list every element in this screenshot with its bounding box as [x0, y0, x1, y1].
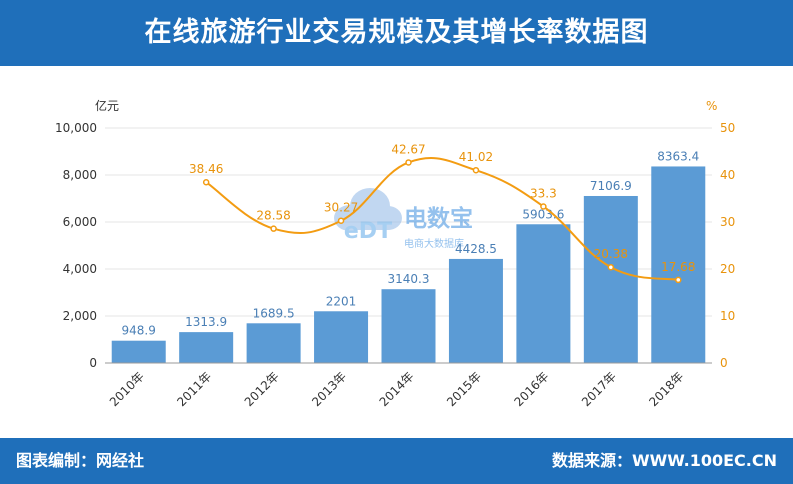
line-data-label: 20.38: [594, 247, 628, 261]
y-left-tick-label: 0: [89, 356, 97, 370]
line-point: [270, 225, 277, 232]
y-left-tick-label: 8,000: [63, 168, 97, 182]
line-data-label: 33.3: [530, 186, 557, 200]
page-title: 在线旅游行业交易规模及其增长率数据图: [144, 17, 649, 48]
bar-data-label: 1313.9: [185, 315, 227, 329]
bar: [314, 311, 369, 363]
header-bar: 在线旅游行业交易规模及其增长率数据图: [0, 0, 793, 66]
watermark-brand: 电数宝: [404, 205, 473, 232]
footer-source: 数据来源：WWW.100EC.CN: [551, 451, 777, 470]
bar-data-label: 4428.5: [455, 242, 497, 256]
x-tick-label: 2013年: [309, 369, 349, 409]
bar-series: [111, 166, 706, 363]
y-right-tick-label: 0: [720, 356, 728, 370]
line-data-label: 30.27: [324, 201, 358, 215]
bar: [651, 166, 706, 363]
y-left-tick-label: 4,000: [63, 262, 97, 276]
cloud-logo-icon: [334, 188, 402, 231]
combo-chart: eDT 电数宝 电商大数据库 948.9 1313.9 1689.5 2201 3140…: [55, 98, 735, 409]
y-left-unit: 亿元: [95, 98, 119, 113]
line-data-label: 17.68: [661, 260, 695, 274]
line-point: [337, 217, 345, 224]
y-right-tick-label: 40: [720, 168, 735, 182]
y-right-tick-label: 30: [720, 215, 735, 229]
bar-data-label: 948.9: [122, 324, 156, 338]
bar: [516, 224, 571, 363]
chart-area: eDT 电数宝 电商大数据库 948.9 1313.9 1689.5 2201 3140…: [0, 66, 793, 438]
x-tick-label: 2017年: [579, 369, 619, 409]
watermark-logo-text: eDT: [344, 219, 392, 244]
bar: [111, 340, 166, 363]
footer-credit: 图表编制：网经社: [16, 451, 145, 470]
y-left-tick-label: 10,000: [55, 121, 97, 135]
bar-data-label: 7106.9: [590, 179, 632, 193]
bar-data-label: 3140.3: [388, 272, 430, 286]
x-tick-label: 2012年: [242, 369, 282, 409]
x-tick-label: 2018年: [646, 369, 686, 409]
line-data-label: 28.58: [256, 209, 290, 223]
watermark: eDT 电数宝 电商大数据库: [334, 188, 473, 250]
x-tick-label: 2016年: [512, 369, 552, 409]
line-series: 38.46 28.58 30.27 42.67 41.02 33.3 20.38 17.68: [189, 142, 695, 284]
x-tick-label: 2014年: [377, 369, 417, 409]
y-left-tick-label: 6,000: [63, 215, 97, 229]
bar-data-label: 2201: [326, 294, 357, 308]
y-right-tick-label: 10: [720, 309, 735, 323]
y-left-tick-label: 2,000: [63, 309, 97, 323]
bar: [246, 323, 301, 363]
y-right-tick-label: 50: [720, 121, 735, 135]
line-point: [405, 159, 412, 166]
footer-bar: 图表编制：网经社 数据来源：WWW.100EC.CN: [0, 438, 793, 484]
y-right-unit: %: [706, 99, 717, 113]
bar-data-labels: 948.9 1313.9 1689.5 2201 3140.3 4428.5 5903.6 7…: [122, 149, 700, 337]
line-data-label: 38.46: [189, 162, 223, 176]
x-tick-label: 2011年: [174, 369, 214, 409]
bar: [583, 195, 638, 363]
line-point: [472, 166, 480, 174]
line-data-label: 42.67: [391, 142, 425, 156]
watermark-sub: 电商大数据库: [404, 237, 464, 250]
bar-data-label: 8363.4: [657, 149, 699, 163]
y-right-tick-label: 20: [720, 262, 735, 276]
line-point: [540, 203, 547, 210]
line-point: [202, 178, 210, 186]
bar: [179, 332, 234, 363]
line-data-label: 41.02: [459, 150, 493, 164]
bar: [381, 289, 436, 363]
bar: [448, 258, 503, 363]
line-point: [675, 276, 682, 284]
x-tick-label: 2015年: [444, 369, 484, 409]
bar-data-label: 1689.5: [253, 306, 295, 320]
x-tick-label: 2010年: [107, 369, 147, 409]
line-point: [607, 263, 615, 271]
bar-data-label: 5903.6: [522, 207, 564, 221]
